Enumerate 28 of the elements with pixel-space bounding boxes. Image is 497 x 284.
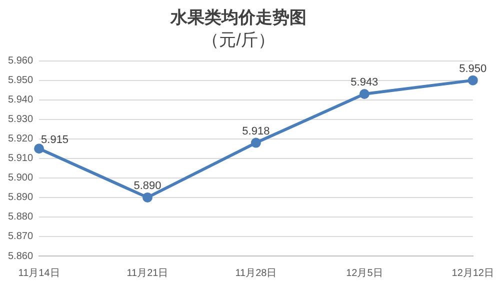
- x-tick-label: 11月21日: [126, 268, 168, 279]
- data-label: 5.890: [134, 180, 162, 192]
- y-tick-label: 5.910: [8, 153, 34, 164]
- y-tick-label: 5.900: [8, 172, 34, 184]
- y-tick-label: 5.940: [8, 94, 34, 106]
- data-label: 5.943: [350, 76, 378, 89]
- x-tick-label: 11月14日: [18, 268, 60, 279]
- data-label: 5.915: [41, 134, 69, 146]
- point: [250, 138, 261, 148]
- y-tick-label: 5.920: [8, 134, 34, 145]
- data-label: 5.918: [242, 125, 270, 138]
- y-tick-label: 5.870: [8, 231, 34, 242]
- y-tick-label: 5.880: [8, 212, 34, 223]
- point: [34, 144, 44, 154]
- x-tick-label: 12月12日: [452, 268, 494, 279]
- y-tick-label: 5.960: [8, 56, 34, 67]
- y-tick-label: 5.890: [8, 192, 34, 204]
- y-tick-label: 5.930: [8, 114, 34, 126]
- chart-subtitle: （元/斤）: [202, 30, 275, 50]
- point: [468, 75, 478, 86]
- point: [142, 192, 152, 202]
- data-label: 5.950: [459, 62, 487, 75]
- chart-title: 水果类均价走势图: [170, 8, 306, 27]
- x-tick-label: 11月28日: [235, 268, 277, 279]
- x-tick-label: 12月5日: [346, 268, 383, 279]
- point: [359, 88, 370, 99]
- y-tick-label: 5.950: [8, 75, 34, 86]
- y-tick-label: 5.860: [8, 250, 34, 262]
